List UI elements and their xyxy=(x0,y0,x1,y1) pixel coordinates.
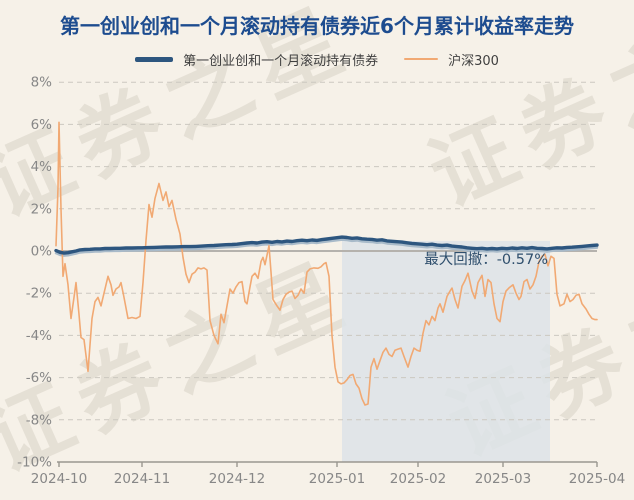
y-axis-tick-label: 2% xyxy=(31,201,53,217)
max-drawdown-label: 最大回撤：-0.57% xyxy=(424,252,548,268)
y-axis-tick-label: 4% xyxy=(31,159,53,175)
y-axis-tick-label: 8% xyxy=(31,75,53,91)
csi300-line xyxy=(55,121,598,406)
y-axis-tick-label: 6% xyxy=(31,117,53,133)
x-axis-tick-label: 2024-12 xyxy=(209,471,265,487)
x-axis-tick-label: 2024-10 xyxy=(31,471,87,487)
y-axis-tick-label: -10% xyxy=(17,455,52,471)
x-axis-tick-label: 2024-11 xyxy=(114,471,170,487)
legend-item-fund[interactable]: 第一创业创和一个月滚动持有债券 xyxy=(135,50,378,69)
y-axis-tick-label: -6% xyxy=(26,370,52,386)
y-axis-tick-label: 0% xyxy=(31,244,53,260)
x-axis-tick-label: 2025-02 xyxy=(390,471,446,487)
x-axis-tick-label: 2025-04 xyxy=(569,471,625,487)
fund-line xyxy=(54,235,599,255)
chart-title: 第一创业创和一个月滚动持有债券近6个月累计收益率走势 xyxy=(60,14,574,38)
x-axis-tick-label: 2025-03 xyxy=(475,471,531,487)
legend-item-csi300[interactable]: 沪深300 xyxy=(404,50,499,69)
fund-line-swatch xyxy=(135,56,174,62)
chart-legend: 第一创业创和一个月滚动持有债券 沪深300 xyxy=(0,49,634,69)
y-axis-tick-label: -8% xyxy=(26,412,52,428)
y-axis-tick-label: -2% xyxy=(26,286,52,302)
drawdown-region xyxy=(342,240,550,462)
csi300-line-swatch xyxy=(404,58,439,60)
y-axis-tick-label: -4% xyxy=(26,328,52,344)
legend-label-fund: 第一创业创和一个月滚动持有债券 xyxy=(183,53,379,69)
fund-line-shadow xyxy=(54,238,599,257)
x-axis-tick-label: 2025-01 xyxy=(309,471,365,487)
legend-label-csi300: 沪深300 xyxy=(448,53,499,69)
